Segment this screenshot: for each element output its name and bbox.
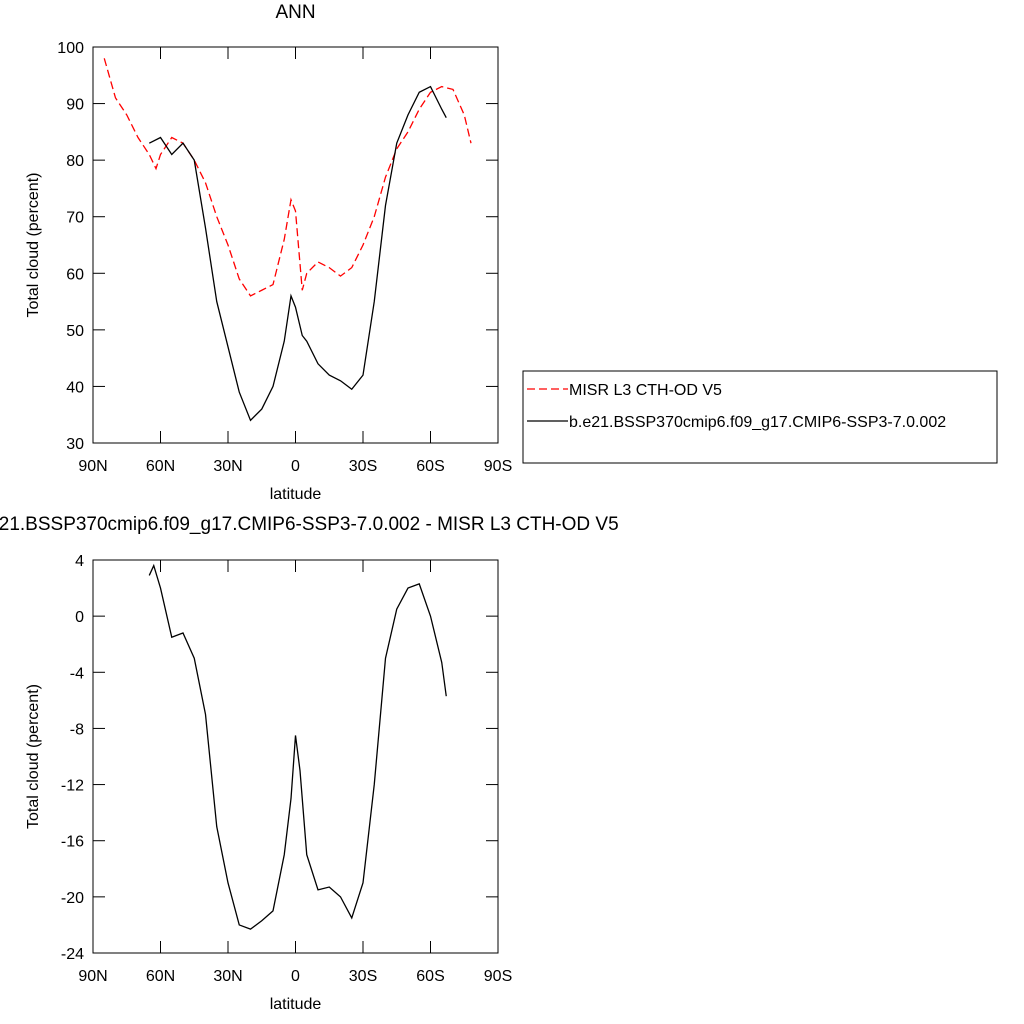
- x-axis-label: latitude: [270, 996, 322, 1013]
- x-tick-label: 60N: [146, 458, 175, 475]
- x-tick-label: 30S: [349, 458, 377, 475]
- x-tick-label: 30N: [213, 458, 242, 475]
- x-tick-label: 60S: [416, 968, 444, 985]
- y-tick-label: 70: [66, 210, 84, 227]
- y-tick-label: -24: [61, 946, 84, 963]
- x-tick-label: 30S: [349, 968, 377, 985]
- data-line: [103, 58, 472, 297]
- y-tick-label: 0: [75, 609, 84, 626]
- x-tick-label: 90S: [484, 968, 512, 985]
- y-tick-label: -16: [61, 834, 84, 851]
- y-tick-label: 100: [57, 40, 84, 57]
- y-tick-label: -8: [70, 721, 84, 738]
- data-line: [148, 563, 447, 930]
- y-axis-label: Total cloud (percent): [25, 173, 42, 318]
- data-line: [148, 85, 447, 422]
- y-tick-label: -12: [61, 778, 84, 795]
- x-tick-label: 60N: [146, 968, 175, 985]
- y-tick-label: 90: [66, 97, 84, 114]
- x-tick-label: 0: [291, 458, 300, 475]
- y-tick-label: -4: [70, 665, 84, 682]
- y-tick-label: 50: [66, 323, 84, 340]
- chart-title: ANN: [275, 2, 315, 23]
- x-tick-label: 60S: [416, 458, 444, 475]
- legend-label: MISR L3 CTH-OD V5: [569, 382, 722, 399]
- y-tick-label: 30: [66, 436, 84, 453]
- x-tick-label: 90S: [484, 458, 512, 475]
- legend-label: b.e21.BSSP370cmip6.f09_g17.CMIP6-SSP3-7.…: [569, 414, 946, 431]
- y-tick-label: 4: [75, 553, 84, 570]
- x-tick-label: 0: [291, 968, 300, 985]
- chart-title: b.e21.BSSP370cmip6.f09_g17.CMIP6-SSP3-7.…: [0, 514, 619, 535]
- y-tick-label: 60: [66, 266, 84, 283]
- x-tick-label: 90N: [78, 458, 107, 475]
- y-tick-label: -20: [61, 890, 84, 907]
- legend-box: [522, 370, 998, 464]
- x-axis-label: latitude: [270, 486, 322, 503]
- y-tick-label: 40: [66, 379, 84, 396]
- plot-frame: [92, 559, 499, 954]
- x-tick-label: 30N: [213, 968, 242, 985]
- x-tick-label: 90N: [78, 968, 107, 985]
- y-axis-label: Total cloud (percent): [25, 684, 42, 829]
- plot-frame: [92, 46, 499, 444]
- y-tick-label: 80: [66, 153, 84, 170]
